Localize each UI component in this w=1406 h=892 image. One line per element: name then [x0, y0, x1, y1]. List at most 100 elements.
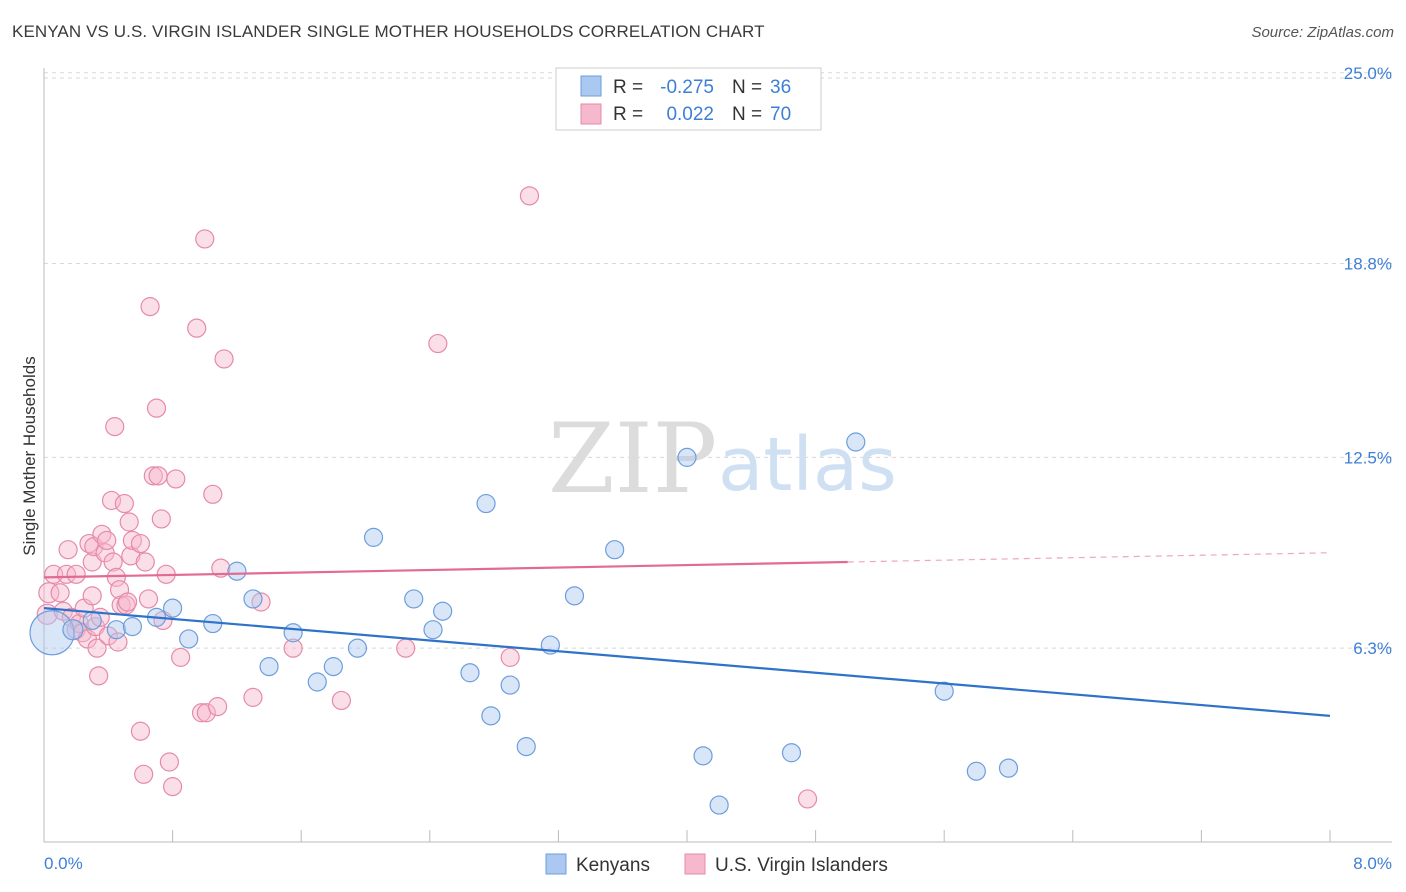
- legend-swatch-usvi: [580, 103, 602, 125]
- bottom-legend-label-kenyans: Kenyans: [576, 855, 650, 876]
- data-point-pink: [114, 493, 134, 514]
- data-point-blue: [122, 617, 143, 637]
- bottom-legend-swatch-kenyans: [545, 853, 567, 875]
- trend-line-extension-pink: [847, 552, 1331, 563]
- data-point-blue: [106, 620, 126, 640]
- y-tick-label: 18.8%: [1344, 255, 1392, 274]
- data-point-blue: [163, 598, 183, 618]
- data-point-blue: [243, 589, 263, 609]
- data-point-blue: [846, 432, 866, 452]
- data-point-pink: [103, 552, 123, 572]
- y-tick-label: 6.3%: [1353, 639, 1392, 658]
- data-point-pink: [211, 558, 231, 578]
- data-point-pink: [82, 586, 102, 606]
- axes: [43, 68, 1392, 843]
- y-axis-label: Single Mother Households: [20, 356, 39, 555]
- data-point-pink: [163, 777, 183, 797]
- data-point-blue: [423, 620, 443, 640]
- data-point-pink: [119, 512, 139, 532]
- data-point-blue: [516, 737, 536, 757]
- legend-r-value-1: -0.275: [660, 77, 714, 98]
- data-point-pink: [166, 469, 186, 489]
- legend-r-label-2: R =: [613, 104, 643, 125]
- data-point-blue: [62, 619, 84, 641]
- data-point-pink: [97, 530, 117, 551]
- data-point-blue: [259, 657, 279, 677]
- data-point-blue: [307, 672, 327, 692]
- data-point-blue: [500, 675, 520, 695]
- legend-r-label-1: R =: [613, 77, 643, 98]
- data-point-pink: [134, 764, 154, 784]
- data-point-blue: [433, 601, 453, 621]
- legend-n-value-1: 36: [770, 77, 791, 98]
- watermark-atlas: atlas: [718, 422, 897, 508]
- data-point-blue: [476, 493, 496, 514]
- data-point-blue: [934, 681, 954, 701]
- data-point-pink: [87, 638, 107, 658]
- data-point-blue: [404, 589, 424, 609]
- watermark-zip: ZIP: [548, 403, 717, 515]
- data-point-pink: [283, 638, 303, 658]
- data-point-pink: [500, 647, 520, 667]
- x-ticks: [43, 830, 1331, 842]
- data-point-pink: [135, 552, 155, 572]
- watermark: ZIP atlas: [548, 403, 897, 515]
- series-kenyans: [29, 432, 1019, 815]
- data-point-pink: [203, 484, 223, 504]
- y-tick-labels: 6.3% 12.5% 18.8% 25.0%: [1344, 64, 1392, 658]
- data-point-pink: [66, 564, 86, 584]
- data-point-pink: [428, 333, 448, 354]
- data-point-pink: [214, 349, 234, 369]
- data-point-pink: [146, 398, 167, 418]
- legend-n-label-2: N =: [732, 104, 762, 125]
- source-label: Source: ZipAtlas.com: [1251, 24, 1394, 41]
- data-point-blue: [227, 561, 247, 581]
- data-point-pink: [56, 564, 77, 584]
- data-point-blue: [179, 629, 199, 649]
- data-point-pink: [105, 417, 125, 437]
- correlation-legend: R = -0.275 N = 36 R = 0.022 N = 70: [555, 67, 822, 131]
- data-point-pink: [797, 789, 818, 809]
- data-point-pink: [117, 592, 138, 612]
- data-point-pink: [519, 186, 540, 206]
- trend-line-blue: [43, 607, 1331, 717]
- data-point-blue: [82, 610, 102, 631]
- x-tick-label-min: 0.0%: [44, 854, 83, 873]
- bottom-legend-swatch-usvi: [684, 853, 706, 875]
- data-point-blue: [564, 586, 585, 606]
- data-point-pink: [58, 540, 78, 560]
- data-point-blue: [283, 623, 303, 643]
- grid-lines: [44, 72, 1392, 649]
- data-point-pink: [331, 690, 351, 711]
- data-point-pink: [208, 697, 228, 717]
- x-tick-label-max: 8.0%: [1353, 854, 1392, 873]
- legend-n-value-2: 70: [770, 104, 791, 125]
- data-point-pink: [159, 752, 179, 772]
- data-point-pink: [89, 666, 109, 686]
- data-point-pink: [108, 632, 128, 652]
- legend-n-label-1: N =: [732, 77, 762, 98]
- data-point-blue: [460, 663, 480, 683]
- chart-title: KENYAN VS U.S. VIRGIN ISLANDER SINGLE MO…: [12, 22, 765, 41]
- data-point-pink: [140, 297, 160, 317]
- data-point-blue: [605, 540, 625, 560]
- trend-line-pink: [43, 560, 848, 579]
- data-point-pink: [195, 229, 215, 249]
- data-point-pink: [151, 509, 171, 529]
- data-point-blue: [677, 447, 697, 467]
- data-point-blue: [998, 758, 1019, 778]
- data-point-blue: [966, 761, 986, 781]
- data-point-pink: [50, 583, 70, 603]
- data-point-pink: [138, 589, 159, 609]
- data-point-blue: [709, 795, 729, 815]
- data-point-pink: [396, 638, 416, 658]
- data-point-pink: [143, 466, 163, 486]
- data-point-pink: [106, 567, 126, 587]
- data-point-pink: [148, 466, 168, 486]
- series-legend: Kenyans U.S. Virgin Islanders: [545, 853, 888, 876]
- trend-lines: [43, 552, 1331, 717]
- data-point-pink: [171, 647, 191, 667]
- data-point-blue: [347, 638, 368, 658]
- data-point-blue: [363, 527, 384, 547]
